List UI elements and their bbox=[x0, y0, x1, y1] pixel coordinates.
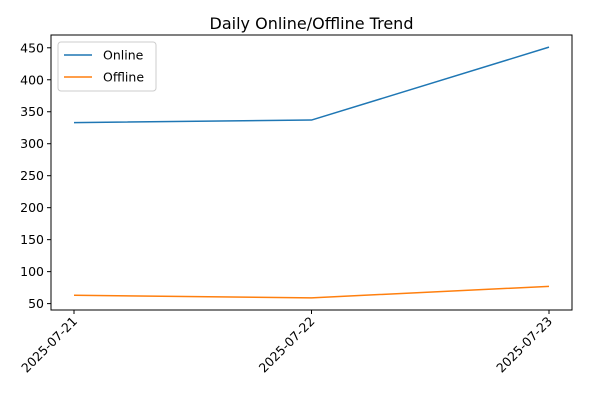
legend-label-online: Online bbox=[103, 48, 144, 63]
y-tick-label: 50 bbox=[28, 296, 44, 311]
x-axis: 2025-07-21 2025-07-22 2025-07-23 bbox=[18, 310, 555, 375]
x-tick-label: 2025-07-23 bbox=[493, 314, 555, 376]
chart-title: Daily Online/Offline Trend bbox=[210, 14, 414, 33]
series-layer bbox=[73, 46, 550, 299]
y-tick-label: 450 bbox=[20, 40, 44, 55]
y-tick-label: 400 bbox=[20, 72, 44, 87]
series-line-online bbox=[73, 46, 550, 124]
y-tick-label: 200 bbox=[20, 200, 44, 215]
x-tick-label: 2025-07-21 bbox=[18, 314, 80, 376]
y-tick-label: 150 bbox=[20, 232, 44, 247]
y-axis: 50 100 150 200 250 300 350 400 450 bbox=[20, 40, 51, 311]
y-tick-label: 250 bbox=[20, 168, 44, 183]
y-tick-label: 300 bbox=[20, 136, 44, 151]
series-line-offline bbox=[73, 285, 550, 299]
x-tick-label: 2025-07-22 bbox=[256, 314, 318, 376]
y-tick-label: 100 bbox=[20, 264, 44, 279]
legend: Online Offline bbox=[57, 41, 157, 92]
legend-label-offline: Offline bbox=[103, 70, 144, 85]
y-tick-label: 350 bbox=[20, 104, 44, 119]
